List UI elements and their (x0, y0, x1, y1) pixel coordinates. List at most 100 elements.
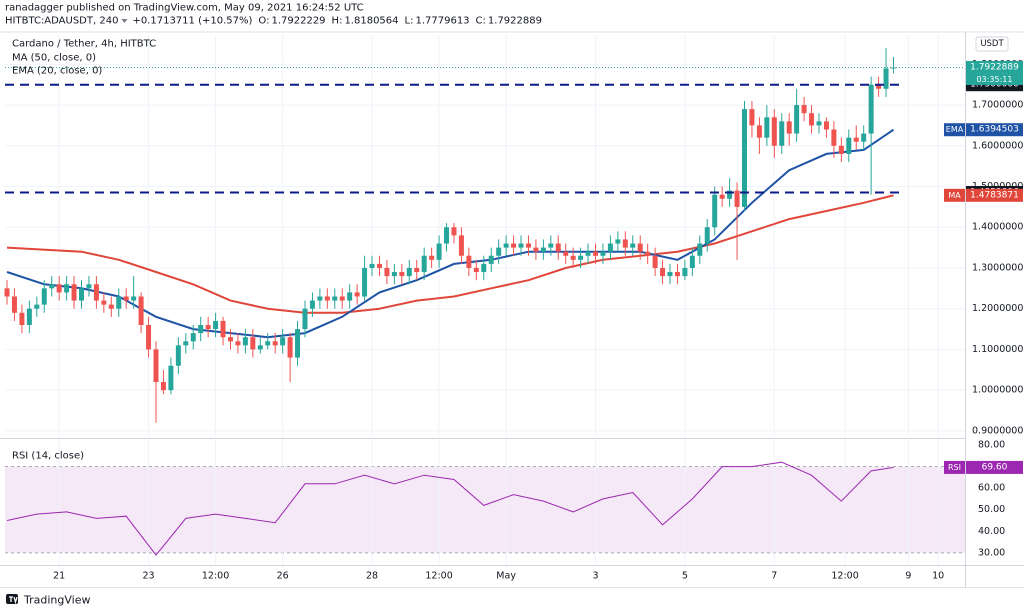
indicator-tag: RSI (948, 463, 961, 472)
candle-body (525, 243, 531, 248)
header-text: 1.8180564 (344, 16, 398, 27)
x-tick-label: 12:00 (831, 571, 858, 582)
indicator-tag-box (944, 123, 965, 137)
candle-body (160, 382, 166, 391)
candle-body (362, 267, 368, 297)
candle-body (481, 263, 487, 273)
header-text: HITBTC:ADAUSDT, 240 (5, 16, 118, 27)
candle-body (488, 255, 494, 264)
indicator-tag: MA (948, 191, 961, 200)
candle-body (801, 105, 807, 114)
indicator-value: 1.4783871 (970, 190, 1019, 200)
candle-body (265, 341, 271, 346)
y-tick-label: 1.1000000 (972, 344, 1023, 355)
candle-body (809, 113, 815, 126)
candle-body (540, 247, 546, 252)
candle-body (287, 337, 293, 358)
candle-body (622, 239, 628, 248)
y-tick-label: 1.4000000 (972, 222, 1023, 233)
candle-body (86, 284, 92, 289)
candle-body (79, 288, 85, 301)
candle-body (615, 239, 621, 244)
candle-body (205, 324, 211, 330)
candle-body (190, 333, 196, 342)
x-tick-label: 9 (905, 571, 911, 582)
last-price-label-box (966, 60, 1023, 74)
candle-body (838, 145, 844, 154)
candle-body (578, 255, 584, 260)
x-tick-label: 5 (682, 571, 688, 582)
candle-body (466, 255, 472, 268)
indicator-tag: EMA (946, 125, 964, 134)
candle-body (220, 320, 226, 338)
candle-body (779, 121, 785, 146)
candle-body (570, 255, 576, 260)
x-tick-label: 23 (143, 571, 155, 582)
rsi-band (5, 466, 965, 553)
header-text: 1.7779613 (415, 16, 469, 27)
candle-body (369, 263, 375, 268)
y-tick-label: 1.0000000 (972, 385, 1023, 396)
candle-body (764, 117, 770, 138)
candle-body (451, 227, 457, 236)
candle-body (749, 109, 755, 126)
indicator-tag-box (944, 460, 965, 474)
currency-label[interactable]: USDT (980, 39, 1004, 49)
candle-body (153, 349, 159, 383)
candle-body (324, 296, 330, 301)
indicator-value: 1.6394503 (970, 125, 1019, 135)
candle-body (890, 67, 896, 69)
candle-body (49, 284, 55, 289)
x-tick-label: 10 (932, 571, 944, 582)
dropdown-icon (121, 19, 128, 23)
x-tick-label: May (496, 571, 516, 582)
candle-body (436, 243, 442, 260)
x-tick-label: 28 (366, 571, 378, 582)
y-tick-label: 40.00 (978, 526, 1005, 537)
candle-body (667, 272, 673, 277)
candle-body (868, 84, 874, 134)
candle-body (384, 267, 390, 277)
candle-body (391, 272, 397, 277)
candle-body (34, 304, 40, 309)
x-tick-label: 26 (277, 571, 289, 582)
candle-body (354, 292, 360, 297)
candle-body (712, 194, 718, 228)
candle-body (645, 251, 651, 256)
candle-body (630, 243, 636, 248)
candle-body (444, 227, 450, 244)
candle-body (660, 267, 666, 277)
last-price-label: 1.7922889 (970, 62, 1019, 72)
candle-body (101, 300, 107, 305)
candle-body (496, 247, 502, 256)
chart-title: Cardano / Tether, 4h, HITBTC (12, 39, 156, 50)
candle-body (339, 296, 345, 301)
x-tick-label: 7 (771, 571, 777, 582)
candle-body (548, 243, 554, 248)
header-text: O: (258, 16, 269, 27)
legend-entry: EMA (20, close, 0) (12, 66, 102, 77)
legend-entry: MA (50, close, 0) (12, 53, 96, 64)
candle-body (168, 365, 174, 391)
candle-body (741, 109, 747, 207)
symbol-line: HITBTC:ADAUSDT, 240 +0.1713711 (+10.57%) O… (5, 16, 542, 27)
header-text: 1.7922229 (271, 16, 325, 27)
indicator-value-box (966, 123, 1023, 137)
currency-button[interactable] (975, 36, 1009, 52)
x-tick-label: 21 (53, 571, 65, 582)
y-tick-label: 30.00 (978, 547, 1005, 558)
x-tick-label: 12:00 (202, 571, 229, 582)
candle-body (823, 121, 829, 130)
candle-body (593, 251, 599, 256)
countdown: 03:35:11 (977, 75, 1013, 84)
candle-body (26, 308, 32, 325)
candle-body (123, 296, 129, 301)
candle-body (309, 300, 315, 309)
indicator-line (6, 128, 895, 339)
candle-body (295, 329, 301, 358)
x-tick-label: 3 (592, 571, 598, 582)
header-text: 1.7922889 (488, 16, 542, 27)
